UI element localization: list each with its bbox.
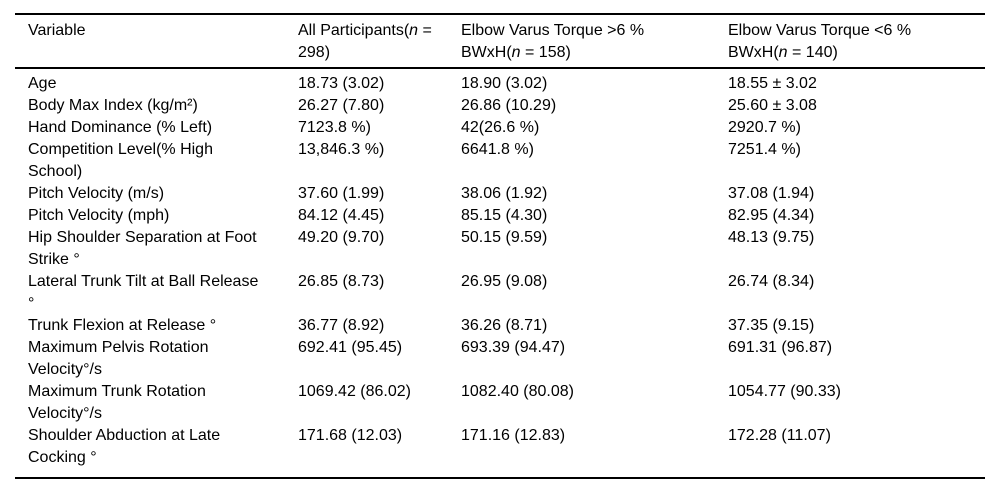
variable-cell: Maximum Pelvis Rotation Velocity°/s bbox=[28, 339, 209, 378]
value-cell-low-torque: 7251.4 %) bbox=[728, 141, 801, 158]
value-cell-all: 13,846.3 %) bbox=[298, 141, 385, 158]
value-cell-low-torque: 18.55 ± 3.02 bbox=[728, 75, 817, 92]
header-label: Elbow Varus Torque <6 % BWxH( bbox=[728, 22, 912, 61]
header-label: All Participants( bbox=[298, 22, 410, 39]
value-cell-all: 18.73 (3.02) bbox=[298, 75, 385, 92]
variable-cell: Body Max Index (kg/m²) bbox=[28, 97, 198, 114]
variable-cell: Maximum Trunk Rotation Velocity°/s bbox=[28, 383, 206, 422]
value-cell-all: 26.85 (8.73) bbox=[298, 273, 385, 290]
value-cell-high-torque: 26.86 (10.29) bbox=[461, 97, 557, 114]
table-row: Maximum Trunk Rotation Velocity°/s 1069.… bbox=[15, 381, 985, 425]
value-cell-low-torque: 48.13 (9.75) bbox=[728, 229, 815, 246]
column-header-low-torque: Elbow Varus Torque <6 % BWxH(n = 140) bbox=[727, 14, 985, 69]
value-cell-all: 7123.8 %) bbox=[298, 119, 371, 136]
table-row: Pitch Velocity (mph) 84.12 (4.45) 85.15 … bbox=[15, 205, 985, 227]
value-cell-low-torque: 37.08 (1.94) bbox=[728, 185, 815, 202]
header-label: = 158) bbox=[520, 44, 571, 61]
value-cell-all: 171.68 (12.03) bbox=[298, 427, 403, 444]
value-cell-low-torque: 2920.7 %) bbox=[728, 119, 801, 136]
value-cell-high-torque: 171.16 (12.83) bbox=[461, 427, 566, 444]
header-n-italic: n bbox=[409, 22, 419, 39]
value-cell-all: 1069.42 (86.02) bbox=[298, 383, 411, 400]
header-n-italic: n bbox=[511, 44, 521, 61]
value-cell-high-torque: 26.95 (9.08) bbox=[461, 273, 548, 290]
variable-cell: Trunk Flexion at Release ° bbox=[28, 317, 217, 334]
value-cell-high-torque: 693.39 (94.47) bbox=[461, 339, 566, 356]
value-cell-all: 37.60 (1.99) bbox=[298, 185, 385, 202]
column-header-high-torque: Elbow Varus Torque >6 % BWxH(n = 158) bbox=[460, 14, 727, 69]
value-cell-high-torque: 1082.40 (80.08) bbox=[461, 383, 574, 400]
variable-cell: Hip Shoulder Separation at Foot Strike ° bbox=[28, 229, 257, 268]
column-header-all-participants: All Participants(n = 298) bbox=[297, 14, 460, 69]
variable-cell: Pitch Velocity (mph) bbox=[28, 207, 170, 224]
variable-cell: Lateral Trunk Tilt at Ball Release ° bbox=[28, 273, 259, 312]
table-row: Body Max Index (kg/m²) 26.27 (7.80) 26.8… bbox=[15, 95, 985, 117]
table-row: Trunk Flexion at Release ° 36.77 (8.92) … bbox=[15, 315, 985, 337]
value-cell-high-torque: 42(26.6 %) bbox=[461, 119, 540, 136]
table-header: Variable All Participants(n = 298) Elbow… bbox=[15, 14, 985, 69]
value-cell-low-torque: 172.28 (11.07) bbox=[728, 427, 831, 444]
value-cell-low-torque: 26.74 (8.34) bbox=[728, 273, 815, 290]
table-row: Competition Level(% High School) 13,846.… bbox=[15, 139, 985, 183]
header-label: Variable bbox=[28, 22, 86, 39]
value-cell-high-torque: 50.15 (9.59) bbox=[461, 229, 548, 246]
table-row: Shoulder Abduction at Late Cocking ° 171… bbox=[15, 425, 985, 478]
value-cell-low-torque: 691.31 (96.87) bbox=[728, 339, 833, 356]
value-cell-high-torque: 38.06 (1.92) bbox=[461, 185, 548, 202]
value-cell-low-torque: 1054.77 (90.33) bbox=[728, 383, 841, 400]
header-row: Variable All Participants(n = 298) Elbow… bbox=[15, 14, 985, 69]
variable-cell: Hand Dominance (% Left) bbox=[28, 119, 213, 136]
header-n-italic: n bbox=[778, 44, 788, 61]
value-cell-high-torque: 36.26 (8.71) bbox=[461, 317, 548, 334]
value-cell-high-torque: 85.15 (4.30) bbox=[461, 207, 548, 224]
value-cell-low-torque: 82.95 (4.34) bbox=[728, 207, 815, 224]
table-row: Hand Dominance (% Left) 7123.8 %) 42(26.… bbox=[15, 117, 985, 139]
variable-cell: Competition Level(% High School) bbox=[28, 141, 213, 180]
participants-table: Variable All Participants(n = 298) Elbow… bbox=[15, 13, 985, 479]
table-row: Hip Shoulder Separation at Foot Strike °… bbox=[15, 227, 985, 271]
value-cell-low-torque: 25.60 ± 3.08 bbox=[728, 97, 817, 114]
variable-cell: Pitch Velocity (m/s) bbox=[28, 185, 165, 202]
table-row: Lateral Trunk Tilt at Ball Release ° 26.… bbox=[15, 271, 985, 315]
value-cell-all: 84.12 (4.45) bbox=[298, 207, 385, 224]
header-label: Elbow Varus Torque >6 % BWxH( bbox=[461, 22, 645, 61]
column-header-variable: Variable bbox=[15, 14, 297, 69]
value-cell-high-torque: 6641.8 %) bbox=[461, 141, 534, 158]
table-row: Pitch Velocity (m/s) 37.60 (1.99) 38.06 … bbox=[15, 183, 985, 205]
value-cell-low-torque: 37.35 (9.15) bbox=[728, 317, 815, 334]
header-label: = 298) bbox=[298, 22, 432, 61]
table-row: Age 18.73 (3.02) 18.90 (3.02) 18.55 ± 3.… bbox=[15, 68, 985, 95]
variable-cell: Shoulder Abduction at Late Cocking ° bbox=[28, 427, 221, 466]
table-row: Maximum Pelvis Rotation Velocity°/s 692.… bbox=[15, 337, 985, 381]
value-cell-all: 36.77 (8.92) bbox=[298, 317, 385, 334]
variable-cell: Age bbox=[28, 75, 57, 92]
value-cell-all: 49.20 (9.70) bbox=[298, 229, 385, 246]
value-cell-all: 26.27 (7.80) bbox=[298, 97, 385, 114]
value-cell-all: 692.41 (95.45) bbox=[298, 339, 403, 356]
value-cell-high-torque: 18.90 (3.02) bbox=[461, 75, 548, 92]
header-label: = 140) bbox=[787, 44, 838, 61]
table-body: Age 18.73 (3.02) 18.90 (3.02) 18.55 ± 3.… bbox=[15, 68, 985, 478]
